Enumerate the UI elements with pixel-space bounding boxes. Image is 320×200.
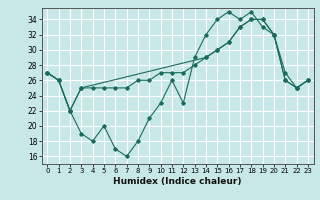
X-axis label: Humidex (Indice chaleur): Humidex (Indice chaleur) <box>113 177 242 186</box>
